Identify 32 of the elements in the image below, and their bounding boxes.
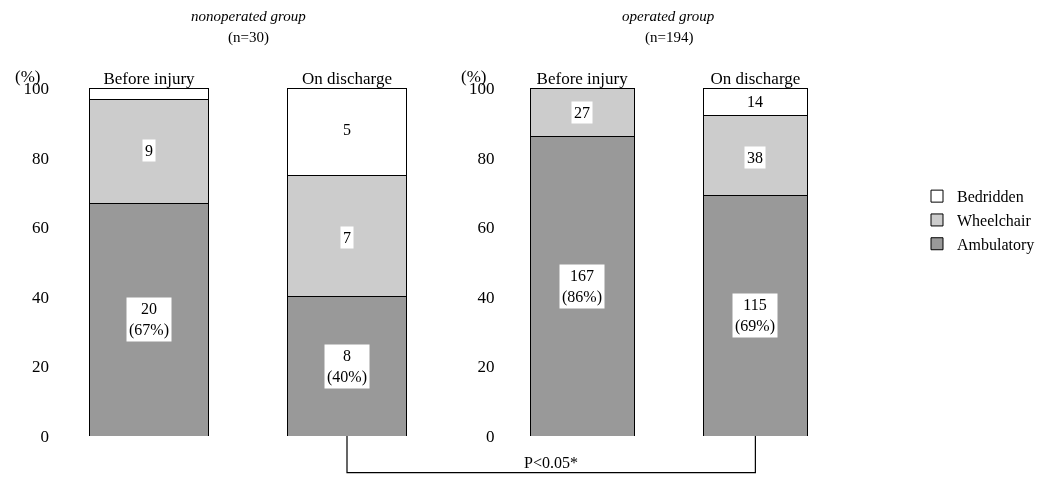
annotation: 27 xyxy=(574,104,590,121)
x-tick-label: Before injury xyxy=(103,68,196,88)
y-tick-label: 0 xyxy=(40,426,49,446)
x-tick-label: On discharge xyxy=(710,68,801,88)
annotation: 115 (69%) xyxy=(735,296,775,335)
chart-title: nonoperated group xyxy=(191,8,307,24)
y-tick-label: 80 xyxy=(477,148,495,168)
x-tick-label: On discharge xyxy=(302,68,392,88)
annotation: 14 xyxy=(747,93,763,110)
legend-label: Ambulatory xyxy=(957,235,1035,254)
y-tick-label: 80 xyxy=(32,148,49,168)
chart-subtitle: (n=30) xyxy=(228,29,269,46)
y-tick-label: 0 xyxy=(486,426,495,446)
chart-title: operated group xyxy=(622,8,715,24)
y-tick-label: 60 xyxy=(477,218,495,238)
legend-label: Wheelchair xyxy=(957,212,1032,230)
x-tick-label: Before injury xyxy=(536,68,629,88)
annotation: 20 (67%) xyxy=(129,300,169,339)
annotation: 9 xyxy=(145,142,153,159)
annotation: 38 xyxy=(747,149,763,166)
annotation: 5 xyxy=(343,121,351,138)
text: P<0.05* xyxy=(524,454,578,471)
chart-subtitle: (n=194) xyxy=(645,29,694,46)
y-tick-label: 60 xyxy=(32,218,49,238)
annotation: 167 (86%) xyxy=(562,267,602,306)
annotation: 7 xyxy=(343,229,351,246)
legend-label: Bedridden xyxy=(957,188,1024,206)
annotation: 8 (40%) xyxy=(327,347,367,386)
y-tick-label: 40 xyxy=(477,287,495,307)
y-tick-label: 20 xyxy=(477,357,495,377)
y-tick-label: 40 xyxy=(32,287,49,307)
y-tick-label: 20 xyxy=(32,357,49,377)
